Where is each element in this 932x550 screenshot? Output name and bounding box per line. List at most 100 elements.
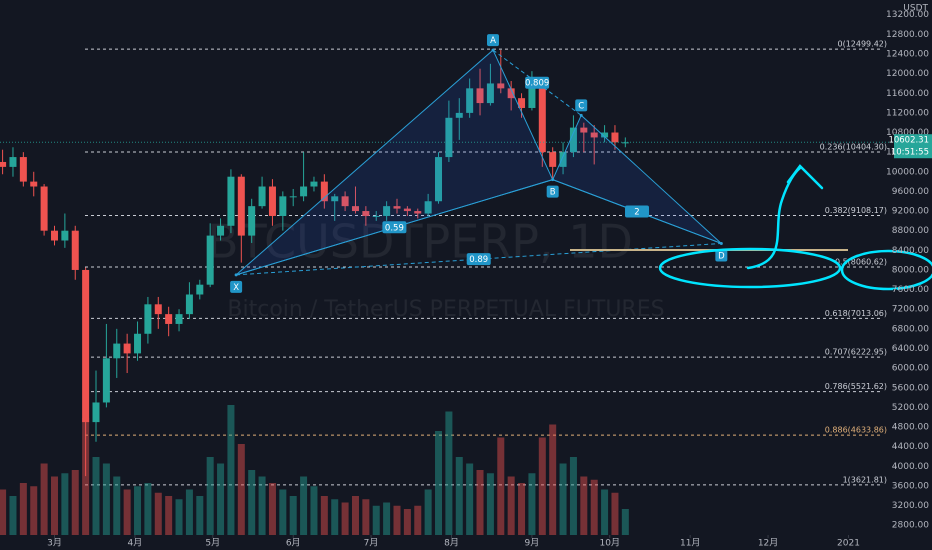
countdown-label: 10:51:55 [891,148,929,158]
x-tick-label: 10月 [600,538,620,549]
candle-body [144,304,152,334]
point-box [230,280,243,293]
candle-body [0,161,7,167]
volume-bar [362,499,370,535]
hand-arrow [746,166,802,270]
candle-body [331,196,339,202]
candle-body [621,142,629,144]
candle-body [424,201,432,214]
x-tick-label: 8月 [444,538,459,549]
watermark-title: BTCUSDTPERP, 1D [207,215,633,269]
volume-bar [175,499,183,535]
volume-bar [507,476,515,535]
candle-body [549,152,557,167]
ratio-label: 0.809 [525,79,549,89]
candle-body [362,211,370,216]
candle-body [393,206,401,209]
fib-label: 0.618(7013.06) [825,309,887,318]
candle-body [341,196,349,207]
y-tick-label: 2800.00 [892,521,929,531]
candle-body [569,127,577,153]
volume-bar [445,411,453,535]
volume-bar [134,486,142,535]
y-tick-label: 6800.00 [892,324,929,334]
candle-body [134,333,142,354]
candle-body [237,176,245,236]
volume-bar [248,470,256,535]
candle-body [30,181,38,187]
candle-body [300,186,308,197]
volume-bar [580,476,588,535]
volume-bar [351,496,359,535]
pattern-group: 0.59 0.809 0.89 2 X A B C D [230,34,728,293]
candle-body [217,225,225,236]
candle-body [113,343,121,359]
candle-body [414,211,422,214]
ratio-label: 0.59 [385,223,404,233]
volume-bar [569,457,577,535]
candle-body [601,132,609,138]
x-tick-label: 6月 [286,538,301,549]
candle-body [486,83,494,104]
candle-body [61,230,69,241]
y-tick-label: 6000.00 [892,364,929,374]
volume-bar [455,457,463,535]
volume-bar [19,483,27,535]
volume-bar [113,476,121,535]
volume-bar [393,505,401,535]
x-tick-label: 11月 [680,538,700,549]
volume-bar [82,418,90,535]
volume-bar [71,470,79,535]
hand-ellipse [658,247,842,289]
fib-label: 0.382(9108.17) [825,206,887,215]
volume-bar [383,502,391,535]
candle-body [611,132,619,143]
volume-bar [403,509,411,535]
y-tick-label: 3200.00 [892,501,929,511]
candle-body [310,181,318,187]
x-tick-label: 12月 [758,538,778,549]
y-tick-label: 11200.00 [886,108,929,118]
y-tick-label: 9600.00 [892,187,929,197]
y-tick-label: 5200.00 [892,403,929,413]
candle-body [289,196,297,198]
candle-body [455,112,463,118]
volume-bar [310,486,318,535]
volume-bar [0,489,7,535]
point-label: D [718,251,725,261]
candle-body [518,98,526,108]
watermark-subtitle: Bitcoin / TetherUS PERPETUAL FUTURES [227,297,664,322]
volume-bar [414,505,422,535]
volume-bar [590,479,598,535]
candle-body [19,157,27,182]
candle-body [590,132,598,138]
candle-body [175,314,183,324]
y-tick-label: 4800.00 [892,423,929,433]
fib-label: 0.236(10404.30) [820,142,887,151]
candle-body [372,215,380,217]
volume-bar [154,492,162,535]
candle-body [351,206,359,212]
candle-body [268,186,276,216]
y-tick-label: 12000.00 [886,69,929,79]
candle-body [92,402,100,423]
volume-bar [341,502,349,535]
pattern-leg [492,49,582,116]
volume-bar [528,473,536,535]
volume-bar [486,473,494,535]
y-tick-label: 10000.00 [886,167,929,177]
volume-bar [185,489,193,535]
ratio-box [525,76,550,89]
volume-bar [538,437,546,535]
volume-bar [424,489,432,535]
candle-body [82,269,90,423]
candle-body [580,127,588,133]
volume-bar [196,496,204,535]
hand-annotation [658,164,932,291]
pattern-vertex [579,113,583,117]
candle-body [538,88,546,153]
volume-bar [601,489,609,535]
y-tick-label: 4400.00 [892,442,929,452]
volume-bar [621,509,629,535]
candle-body [466,88,474,113]
